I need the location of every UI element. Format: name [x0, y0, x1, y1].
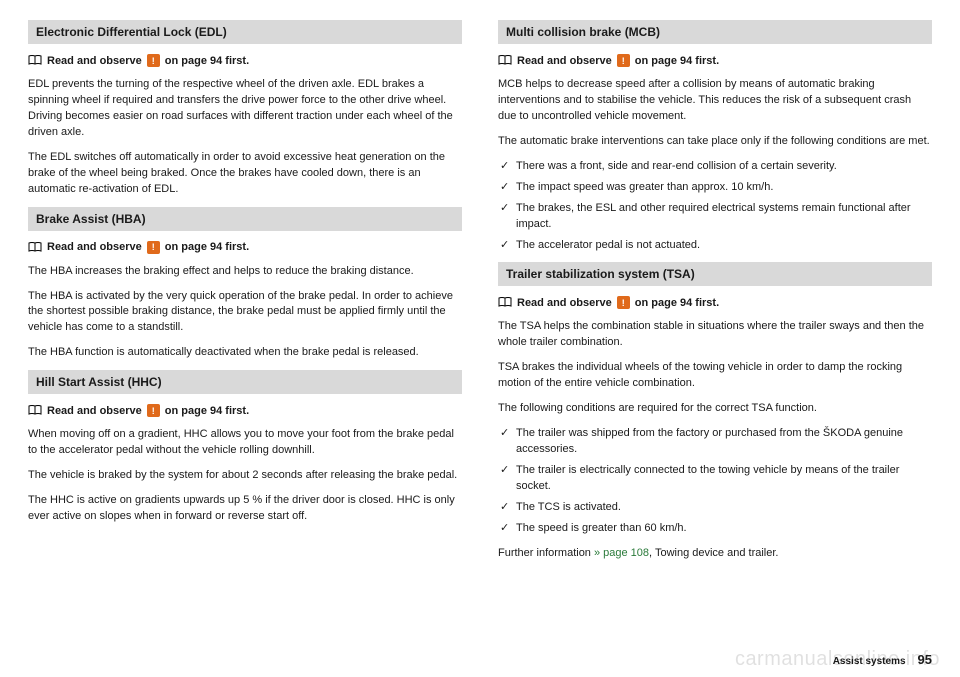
- observe-prefix: Read and observe: [47, 405, 142, 417]
- list-item: The brakes, the ESL and other required e…: [498, 201, 932, 233]
- further-suffix: , Towing device and trailer.: [649, 547, 778, 559]
- list-item: The accelerator pedal is not actuated.: [498, 238, 932, 254]
- section-heading-mcb: Multi collision brake (MCB): [498, 20, 932, 44]
- warning-icon: !: [617, 54, 630, 67]
- book-icon: [28, 55, 42, 66]
- section-heading-hhc: Hill Start Assist (HHC): [28, 370, 462, 394]
- book-icon: [28, 242, 42, 253]
- observe-line: Read and observe ! on page 94 first.: [28, 404, 462, 417]
- body-text: When moving off on a gradient, HHC allow…: [28, 427, 462, 459]
- observe-suffix: on page 94 first.: [165, 405, 249, 417]
- observe-prefix: Read and observe: [47, 55, 142, 67]
- book-icon: [498, 55, 512, 66]
- observe-prefix: Read and observe: [517, 297, 612, 309]
- warning-icon: !: [147, 404, 160, 417]
- observe-line: Read and observe ! on page 94 first.: [498, 54, 932, 67]
- body-text: The TSA helps the combination stable in …: [498, 319, 932, 351]
- observe-suffix: on page 94 first.: [635, 55, 719, 67]
- section-heading-tsa: Trailer stabilization system (TSA): [498, 262, 932, 286]
- list-item: The speed is greater than 60 km/h.: [498, 521, 932, 537]
- list-item: The trailer is electrically connected to…: [498, 463, 932, 495]
- body-text: The HHC is active on gradients upwards u…: [28, 493, 462, 525]
- check-list: There was a front, side and rear-end col…: [498, 159, 932, 254]
- book-icon: [28, 405, 42, 416]
- body-text: The HBA function is automatically deacti…: [28, 345, 462, 361]
- page-footer: Assist systems 95: [833, 652, 932, 667]
- section-heading-edl: Electronic Differential Lock (EDL): [28, 20, 462, 44]
- page-link[interactable]: » page 108: [594, 547, 649, 559]
- body-text: EDL prevents the turning of the respecti…: [28, 77, 462, 141]
- observe-line: Read and observe ! on page 94 first.: [498, 296, 932, 309]
- body-text: The HBA increases the braking effect and…: [28, 264, 462, 280]
- observe-suffix: on page 94 first.: [635, 297, 719, 309]
- body-text: The HBA is activated by the very quick o…: [28, 289, 462, 337]
- warning-icon: !: [617, 296, 630, 309]
- section-heading-hba: Brake Assist (HBA): [28, 207, 462, 231]
- further-prefix: Further information: [498, 547, 594, 559]
- list-item: The TCS is activated.: [498, 500, 932, 516]
- body-text: TSA brakes the individual wheels of the …: [498, 360, 932, 392]
- footer-chapter: Assist systems: [833, 656, 906, 667]
- footer-page-number: 95: [918, 652, 932, 667]
- warning-icon: !: [147, 54, 160, 67]
- check-list: The trailer was shipped from the factory…: [498, 426, 932, 537]
- right-column: Multi collision brake (MCB) Read and obs…: [498, 20, 932, 571]
- book-icon: [498, 297, 512, 308]
- body-text: The EDL switches off automatically in or…: [28, 150, 462, 198]
- warning-icon: !: [147, 241, 160, 254]
- body-text: The following conditions are required fo…: [498, 401, 932, 417]
- list-item: The impact speed was greater than approx…: [498, 180, 932, 196]
- observe-prefix: Read and observe: [517, 55, 612, 67]
- list-item: There was a front, side and rear-end col…: [498, 159, 932, 175]
- body-text: The automatic brake interventions can ta…: [498, 134, 932, 150]
- observe-suffix: on page 94 first.: [165, 55, 249, 67]
- observe-suffix: on page 94 first.: [165, 241, 249, 253]
- observe-line: Read and observe ! on page 94 first.: [28, 54, 462, 67]
- further-info: Further information » page 108, Towing d…: [498, 546, 932, 562]
- page-container: Electronic Differential Lock (EDL) Read …: [0, 0, 960, 571]
- left-column: Electronic Differential Lock (EDL) Read …: [28, 20, 462, 571]
- observe-line: Read and observe ! on page 94 first.: [28, 241, 462, 254]
- body-text: The vehicle is braked by the system for …: [28, 468, 462, 484]
- list-item: The trailer was shipped from the factory…: [498, 426, 932, 458]
- body-text: MCB helps to decrease speed after a coll…: [498, 77, 932, 125]
- observe-prefix: Read and observe: [47, 241, 142, 253]
